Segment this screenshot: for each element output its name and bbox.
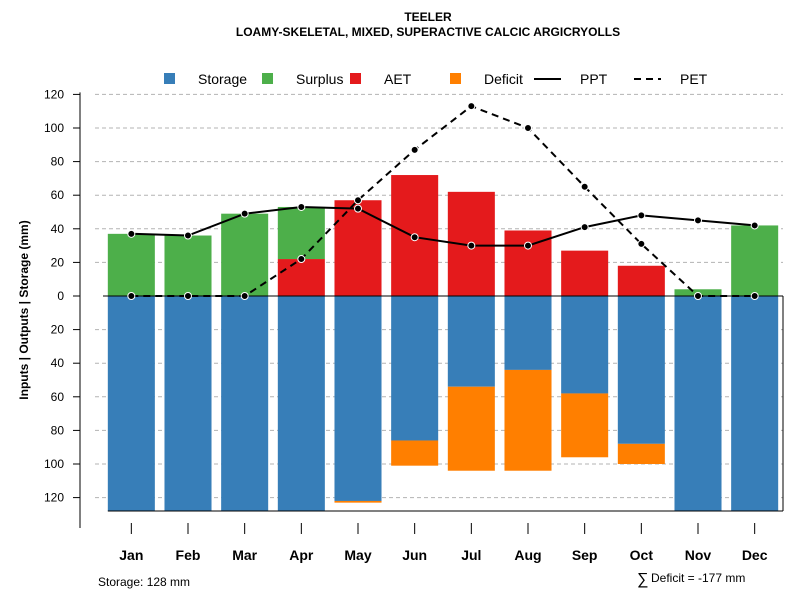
y-tick-label: 80	[51, 155, 65, 169]
storage-bar	[731, 296, 779, 512]
storage-bar	[561, 296, 609, 394]
deficit-bar	[617, 443, 665, 464]
surplus-legend-swatch	[262, 73, 273, 84]
storage-bar	[391, 296, 439, 441]
ppt-point	[410, 233, 419, 242]
surplus-legend-label: Surplus	[296, 71, 343, 87]
x-tick-label: May	[344, 547, 371, 563]
deficit-legend-label: Deficit	[484, 71, 523, 87]
deficit-bar	[561, 393, 609, 458]
pet-point	[694, 292, 702, 300]
y-tick-label: 0	[57, 289, 64, 303]
y-tick-label: 80	[51, 423, 65, 437]
x-tick-label: Jun	[402, 547, 427, 563]
x-tick-label: Sep	[572, 547, 598, 563]
pet-point	[240, 292, 249, 300]
aet-bar	[277, 259, 325, 296]
x-tick-label: Dec	[742, 547, 768, 563]
y-tick-label: 120	[44, 87, 64, 101]
y-tick-label: 120	[44, 491, 64, 505]
aet-bar	[561, 250, 609, 296]
x-tick-label: Feb	[176, 547, 201, 563]
storage-note: Storage: 128 mm	[98, 575, 190, 589]
pet-point	[524, 124, 532, 132]
bars	[103, 175, 784, 512]
storage-bar	[504, 296, 552, 370]
ppt-point	[467, 241, 476, 250]
storage-bar	[107, 296, 155, 512]
surplus-bar	[107, 233, 155, 296]
pet-point	[297, 255, 306, 264]
ppt-point	[637, 211, 646, 220]
pet-point	[410, 145, 419, 154]
legend: Storage Surplus AET Deficit PPT PET	[164, 71, 708, 87]
aet-legend-swatch	[350, 73, 361, 84]
deficit-legend-swatch	[450, 73, 461, 84]
aet-bar	[617, 265, 665, 296]
ppt-point	[694, 216, 702, 225]
pet-point	[127, 292, 136, 300]
deficit-bar	[334, 500, 382, 503]
storage-bar	[447, 296, 495, 387]
ppt-point	[580, 223, 589, 232]
ppt-line	[131, 205, 755, 247]
pet-point	[637, 239, 646, 248]
aet-bar	[334, 200, 382, 296]
ppt-point	[750, 221, 759, 230]
y-tick-label: 100	[44, 121, 64, 135]
pet-point	[184, 292, 192, 300]
aet-legend-label: AET	[384, 71, 412, 87]
y-tick-label: 40	[51, 222, 65, 236]
surplus-bar	[221, 213, 269, 296]
storage-legend-label: Storage	[198, 71, 247, 87]
pet-point	[354, 196, 362, 205]
storage-bar	[674, 296, 722, 512]
ppt-point	[354, 204, 362, 213]
x-tick-label: Nov	[685, 547, 712, 563]
pet-legend-label: PET	[680, 71, 708, 87]
ppt-point	[184, 231, 192, 240]
surplus-bar	[277, 206, 325, 260]
deficit-bar	[391, 440, 439, 466]
ppt-point	[524, 241, 532, 250]
x-tick-label: Jan	[119, 547, 143, 563]
x-tick-label: Aug	[514, 547, 541, 563]
y-tick-label: 40	[51, 356, 65, 370]
x-tick-label: Mar	[232, 547, 257, 563]
storage-bar	[164, 296, 212, 512]
surplus-bar	[164, 235, 212, 296]
storage-bar	[617, 296, 665, 444]
ppt-point	[297, 202, 306, 211]
pet-point	[750, 292, 759, 300]
pet-point	[467, 102, 476, 111]
pet-line	[131, 105, 755, 297]
sum-symbol: ∑	[637, 571, 648, 588]
y-tick-label: 100	[44, 457, 64, 471]
y-tick-label: 60	[51, 188, 65, 202]
y-tick-label: 20	[51, 255, 65, 269]
series-lines	[127, 102, 759, 300]
x-tick-label: Apr	[289, 547, 314, 563]
y-tick-label: 60	[51, 390, 65, 404]
deficit-bar	[504, 369, 552, 471]
ppt-point	[127, 229, 136, 238]
deficit-total: Deficit = -177 mm	[651, 571, 745, 585]
deficit-bar	[447, 386, 495, 471]
storage-legend-swatch	[164, 73, 175, 84]
chart-subtitle: LOAMY-SKELETAL, MIXED, SUPERACTIVE CALCI…	[236, 25, 620, 39]
x-tick-label: Oct	[630, 547, 654, 563]
y-axis-label: Inputs | Outputs | Storage (mm)	[17, 220, 31, 399]
storage-bar	[277, 296, 325, 512]
chart-title: TEELER	[404, 10, 452, 24]
ppt-point	[240, 209, 249, 218]
ppt-legend-label: PPT	[580, 71, 608, 87]
axes: 120 100 80 60 40 20 0 20 40 60 80 100 120 Jan Feb Mar Ap…	[44, 87, 768, 563]
pet-point	[580, 182, 589, 191]
storage-bar	[221, 296, 269, 512]
y-tick-label: 20	[51, 323, 65, 337]
surplus-bar	[731, 225, 779, 296]
x-tick-label: Jul	[461, 547, 481, 563]
storage-bar	[334, 296, 382, 501]
